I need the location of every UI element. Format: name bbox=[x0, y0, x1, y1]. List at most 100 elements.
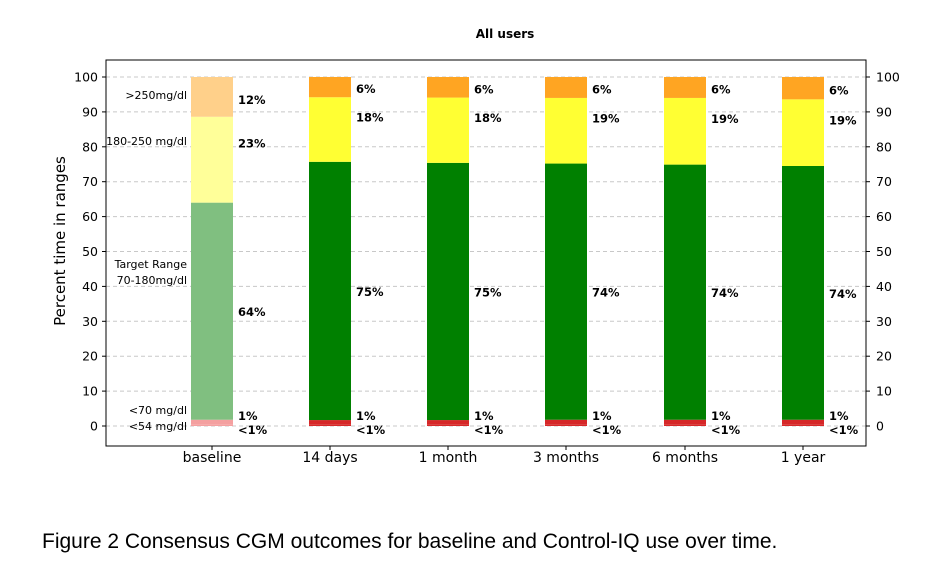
bar-segment bbox=[664, 77, 706, 98]
bar-segment bbox=[664, 164, 706, 420]
data-label: <1% bbox=[829, 423, 859, 437]
y-tick-label-right: 40 bbox=[876, 279, 892, 294]
y-tick-label-right: 100 bbox=[876, 70, 900, 85]
bar-segment bbox=[427, 77, 469, 98]
bar-segment bbox=[191, 202, 233, 420]
bar-segment bbox=[545, 424, 587, 426]
y-tick-label-left: 10 bbox=[82, 384, 98, 399]
data-label: <1% bbox=[474, 423, 504, 437]
range-label: >250mg/dl bbox=[125, 89, 187, 102]
bar-segment bbox=[427, 420, 469, 425]
y-axis-label: Percent time in ranges bbox=[51, 156, 69, 326]
bar-segment bbox=[309, 424, 351, 426]
bar-segment bbox=[664, 97, 706, 165]
data-label: 75% bbox=[356, 285, 384, 299]
x-tick-label: 1 year bbox=[781, 450, 826, 466]
bars bbox=[191, 77, 824, 426]
y-tick-label-left: 70 bbox=[82, 174, 98, 189]
bar-segment bbox=[664, 419, 706, 425]
range-label: <54 mg/dl bbox=[129, 420, 187, 433]
y-tick-label-left: 20 bbox=[82, 349, 98, 364]
y-tick-label-right: 80 bbox=[876, 139, 892, 154]
bar-segment bbox=[309, 77, 351, 98]
data-label: 1% bbox=[711, 409, 731, 423]
chart-title: All users bbox=[476, 27, 535, 41]
bar-segment bbox=[191, 116, 233, 203]
y-tick-label-right: 60 bbox=[876, 209, 892, 224]
bar-segment bbox=[664, 424, 706, 426]
bar-segment bbox=[545, 77, 587, 98]
bar-segment bbox=[309, 420, 351, 425]
y-tick-label-left: 60 bbox=[82, 209, 98, 224]
bar-segment bbox=[191, 419, 233, 425]
y-tick-label-right: 30 bbox=[876, 314, 892, 329]
bar-segment bbox=[427, 97, 469, 163]
y-tick-label-left: 40 bbox=[82, 279, 98, 294]
bar-segment bbox=[545, 97, 587, 164]
range-label: <70 mg/dl bbox=[129, 404, 187, 417]
data-label: 74% bbox=[592, 286, 620, 300]
data-label: 64% bbox=[238, 305, 266, 319]
y-tick-label-left: 80 bbox=[82, 139, 98, 154]
axes: 0 0 10 10 20 20 30 30 40 40 50 50 60 60 70 70 80 80 90 90 10… bbox=[74, 59, 900, 466]
data-labels: <1%1%64%23%12%<1%1%75%18%6%<1%1%75%18%6%… bbox=[106, 82, 859, 437]
stacked-bar-chart: All users Percent time in ranges 0 0 10 10 2… bbox=[51, 27, 900, 466]
data-label: 19% bbox=[829, 113, 857, 127]
y-tick-label-right: 0 bbox=[876, 419, 884, 434]
y-tick-label-left: 0 bbox=[90, 419, 98, 434]
y-tick-label-left: 100 bbox=[74, 70, 98, 85]
data-label: 1% bbox=[829, 409, 849, 423]
bar-segment bbox=[782, 165, 824, 420]
data-label: 1% bbox=[238, 409, 258, 423]
y-tick-label-left: 90 bbox=[82, 104, 98, 119]
data-label: 1% bbox=[474, 409, 494, 423]
bar-segment bbox=[427, 162, 469, 421]
bar-segment bbox=[309, 161, 351, 421]
data-label: 74% bbox=[829, 287, 857, 301]
bar-segment bbox=[191, 77, 233, 117]
bar-segment bbox=[545, 419, 587, 425]
plot-frame bbox=[105, 59, 867, 447]
data-label: 19% bbox=[711, 112, 739, 126]
data-label: <1% bbox=[356, 423, 386, 437]
data-label: 6% bbox=[356, 82, 376, 96]
bar-segment bbox=[782, 419, 824, 425]
x-tick-label: 6 months bbox=[652, 450, 718, 466]
y-tick-label-left: 50 bbox=[82, 244, 98, 259]
x-tick-label: 1 month bbox=[419, 450, 478, 466]
data-label: 1% bbox=[592, 409, 612, 423]
data-label: 74% bbox=[711, 286, 739, 300]
x-tick-label: 3 months bbox=[533, 450, 599, 466]
range-label: Target Range bbox=[114, 258, 188, 271]
range-label: 70-180mg/dl bbox=[117, 274, 187, 287]
data-label: 6% bbox=[474, 82, 494, 96]
data-label: 18% bbox=[474, 111, 502, 125]
y-tick-label-right: 20 bbox=[876, 349, 892, 364]
data-label: <1% bbox=[592, 423, 622, 437]
bar-segment bbox=[782, 424, 824, 426]
data-label: 23% bbox=[238, 137, 266, 151]
data-label: 19% bbox=[592, 112, 620, 126]
bar-segment bbox=[545, 163, 587, 420]
y-tick-label-right: 10 bbox=[876, 384, 892, 399]
x-tick-label: 14 days bbox=[302, 450, 357, 466]
data-label: 18% bbox=[356, 111, 384, 125]
y-tick-label-right: 50 bbox=[876, 244, 892, 259]
bar-segment bbox=[191, 424, 233, 426]
bar-segment bbox=[309, 97, 351, 162]
y-tick-label-right: 90 bbox=[876, 104, 892, 119]
figure-caption: Figure 2 Consensus CGM outcomes for base… bbox=[42, 530, 778, 553]
data-label: 1% bbox=[356, 409, 376, 423]
data-label: 12% bbox=[238, 93, 266, 107]
y-tick-label-right: 70 bbox=[876, 174, 892, 189]
data-label: 75% bbox=[474, 285, 502, 299]
data-label: 6% bbox=[711, 83, 731, 97]
data-label: <1% bbox=[238, 423, 268, 437]
bar-segment bbox=[782, 77, 824, 100]
range-label: 180-250 mg/dl bbox=[106, 135, 187, 148]
data-label: 6% bbox=[829, 83, 849, 97]
bar-segment bbox=[427, 424, 469, 426]
bar-segment bbox=[782, 99, 824, 166]
data-label: <1% bbox=[711, 423, 741, 437]
data-label: 6% bbox=[592, 83, 612, 97]
